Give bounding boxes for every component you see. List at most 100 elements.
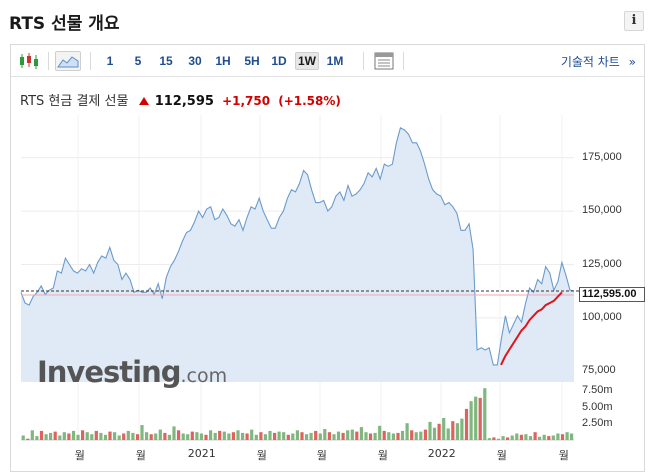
x-tick-label: 월: [377, 449, 388, 462]
volume-bar: [204, 434, 208, 440]
volume-bar: [30, 430, 34, 440]
volume-bar: [318, 433, 322, 440]
volume-bar: [158, 429, 162, 440]
volume-bar: [53, 431, 57, 440]
range-5h[interactable]: 5H: [244, 54, 260, 68]
volume-bar: [231, 432, 235, 440]
volume-bar: [186, 434, 190, 440]
volume-bar: [414, 432, 418, 440]
volume-bar: [300, 432, 304, 440]
volume-bar: [519, 434, 523, 440]
candlestick-icon[interactable]: [17, 51, 41, 71]
x-tick-label: 월: [558, 449, 569, 462]
volume-bar: [469, 401, 473, 440]
range-5[interactable]: 5: [134, 54, 142, 68]
title-row: RTS 선물 개요 i: [0, 0, 650, 38]
volume-bar: [314, 430, 318, 440]
volume-bar: [478, 397, 482, 440]
volume-bar: [99, 432, 103, 440]
price-chart[interactable]: [11, 45, 644, 471]
volume-bar: [464, 408, 469, 440]
volume-bar: [295, 430, 299, 440]
range-1d[interactable]: 1D: [271, 54, 287, 68]
watermark-brand: Investing: [37, 355, 181, 389]
volume-bar: [400, 430, 405, 440]
range-1h[interactable]: 1H: [215, 54, 231, 68]
volume-bar: [90, 434, 94, 440]
volume-bar: [199, 433, 203, 440]
volume-bar: [364, 432, 368, 440]
volume-bar: [131, 432, 135, 440]
volume-bar: [21, 435, 25, 440]
volume-bar: [227, 433, 231, 440]
volume-bar: [327, 432, 331, 440]
technical-chart-link[interactable]: 기술적 차트 »: [561, 53, 636, 70]
volume-bar: [122, 433, 126, 440]
volume-bar: [167, 434, 171, 440]
volume-bar: [35, 436, 39, 440]
volume-bar: [309, 432, 313, 440]
chart-panel: 1 5 15 30 1H 5H 1D 1W 1M 기술적 차트 » RTS 현금…: [10, 44, 645, 472]
volume-bar: [391, 433, 395, 440]
volume-bar: [382, 430, 386, 440]
volume-bar: [396, 432, 400, 440]
volume-bar: [282, 432, 286, 440]
volume-bar: [26, 438, 30, 440]
price-line: [20, 126, 575, 366]
table-icon[interactable]: [372, 51, 396, 71]
range-15[interactable]: 15: [159, 54, 173, 68]
double-chevron-right-icon: »: [628, 55, 636, 69]
volume-bar: [140, 425, 144, 440]
range-30[interactable]: 30: [188, 54, 202, 68]
volume-bar: [570, 433, 574, 440]
volume-bar: [560, 434, 565, 440]
price-change: +1,750: [222, 94, 271, 108]
volume-bar: [117, 435, 121, 440]
volume-tick-label: 2.50m: [582, 416, 613, 429]
range-1m[interactable]: 1M: [326, 54, 344, 68]
technical-chart-label: 기술적 차트: [560, 55, 620, 69]
volume-bar: [446, 428, 450, 440]
trend-line: [500, 291, 563, 366]
x-tick-label: 2021: [187, 447, 216, 460]
volume-bar: [49, 432, 53, 440]
volume-bar: [524, 434, 528, 440]
volume-bar: [172, 426, 176, 440]
volume-bar: [547, 436, 551, 440]
volume-bar: [432, 427, 437, 440]
volume-bar: [442, 418, 446, 440]
y-tick-label: 175,000: [582, 150, 622, 163]
price-change-pct: (+1.58%): [278, 94, 341, 108]
x-tick-label: 월: [496, 449, 507, 462]
volume-bar: [218, 430, 222, 440]
watermark-suffix: .com: [180, 365, 228, 387]
volume-bar: [222, 431, 226, 440]
toolbar-divider: [403, 52, 404, 70]
volume-bar: [103, 434, 108, 440]
volume-bar: [273, 432, 277, 440]
volume-bar: [373, 432, 377, 440]
volume-bar: [437, 423, 441, 440]
y-tick-label: 75,000: [582, 364, 616, 377]
volume-bar: [126, 430, 130, 440]
volume-bar: [483, 388, 487, 440]
volume-bar: [474, 396, 478, 440]
range-1w[interactable]: 1W: [295, 52, 319, 70]
volume-bar: [94, 430, 98, 440]
volume-bar: [455, 423, 459, 440]
volume-bar: [323, 429, 327, 440]
volume-bar: [236, 430, 240, 440]
volume-bar: [355, 431, 359, 440]
volume-bar: [556, 433, 560, 440]
volume-bar: [346, 430, 350, 440]
volume-bar: [71, 430, 76, 440]
volume-bar: [378, 425, 382, 440]
volume-bar: [85, 432, 89, 440]
volume-bar: [359, 427, 363, 440]
range-1[interactable]: 1: [106, 54, 114, 68]
area-chart-icon[interactable]: [55, 51, 81, 71]
info-icon[interactable]: i: [624, 11, 644, 31]
last-price: 112,595: [154, 94, 214, 109]
volume-bar: [410, 430, 414, 440]
arrow-up-icon: [138, 97, 149, 105]
